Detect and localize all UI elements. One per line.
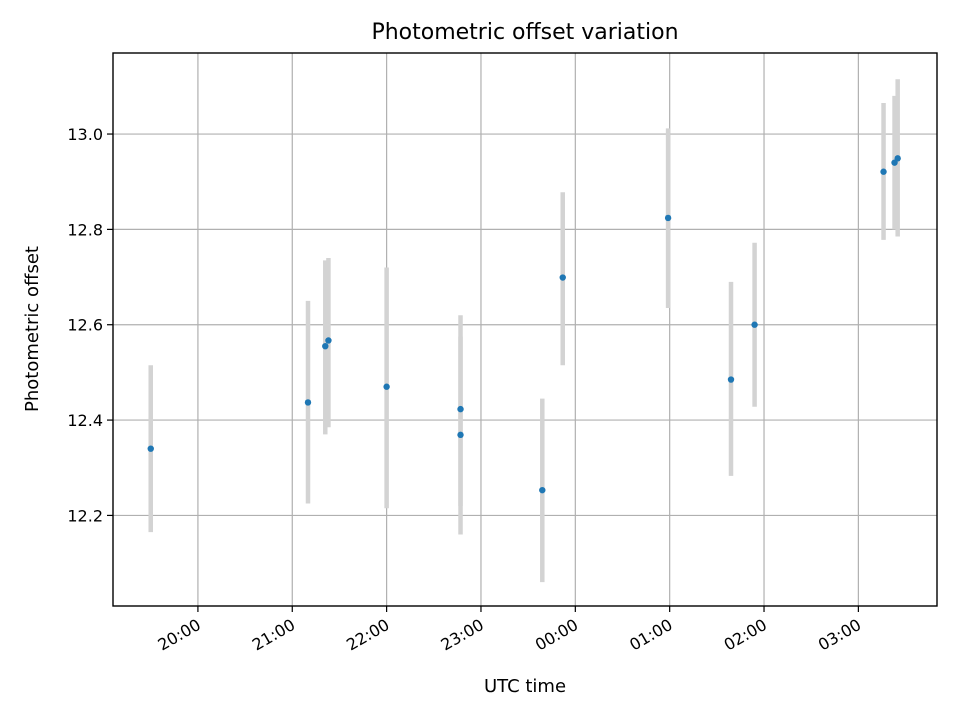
data-point [325, 337, 332, 344]
x-tick-label: 20:00 [154, 615, 203, 655]
grid [113, 53, 937, 606]
x-tick-label: 22:00 [343, 615, 392, 655]
data-point [751, 321, 758, 328]
data-point [304, 399, 312, 406]
x-tick-label: 01:00 [626, 615, 675, 655]
y-tick-label: 12.6 [67, 316, 103, 335]
x-axis-label: UTC time [484, 676, 566, 697]
data-points [147, 155, 901, 494]
data-point [880, 168, 887, 175]
data-point [727, 376, 735, 383]
y-axis-ticks: 12.2 12.4 12.6 12.8 13.0 [67, 125, 113, 525]
data-point [322, 342, 329, 350]
data-point [147, 445, 154, 452]
y-tick-label: 13.0 [67, 125, 103, 144]
x-tick-label: 23:00 [438, 615, 487, 655]
data-point [457, 405, 464, 413]
data-point [664, 214, 672, 222]
y-tick-label: 12.8 [67, 220, 103, 239]
y-tick-label: 12.2 [67, 506, 103, 525]
chart-title: Photometric offset variation [371, 20, 678, 45]
data-point [894, 155, 901, 162]
errorbars [148, 79, 900, 583]
data-point [539, 486, 546, 494]
data-point [457, 431, 464, 439]
x-tick-label: 02:00 [721, 615, 770, 655]
y-axis-label: Photometric offset [22, 246, 43, 412]
data-point [559, 274, 566, 281]
x-axis-ticks: 20:00 21:00 22:00 23:00 00:00 01:00 02:00 03:00 [154, 606, 864, 655]
plot-frame [112, 52, 938, 607]
y-tick-label: 12.4 [67, 411, 103, 430]
data-point [383, 383, 390, 390]
x-tick-label: 00:00 [532, 615, 581, 655]
x-tick-label: 03:00 [815, 615, 864, 655]
x-tick-label: 21:00 [249, 615, 298, 655]
